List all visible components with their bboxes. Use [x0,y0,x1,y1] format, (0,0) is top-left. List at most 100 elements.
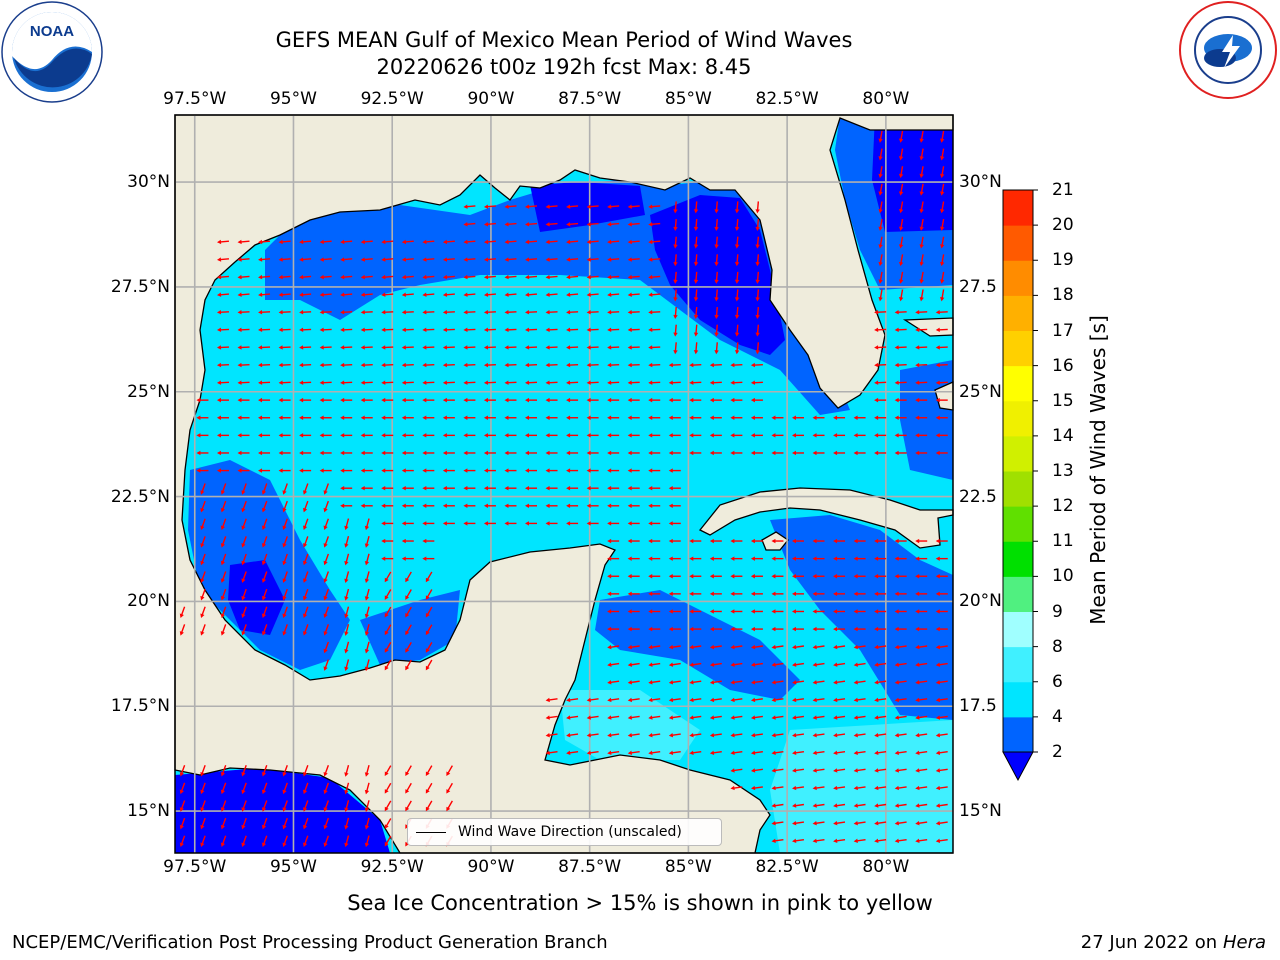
wind-wave-arrow [483,485,496,491]
lon-label-top: 90°W [467,89,515,109]
wind-wave-arrow [405,589,412,600]
wind-wave-arrow [755,201,760,214]
wind-wave-arrow [874,415,887,420]
wind-wave-arrow [915,609,928,614]
wind-wave-arrow [833,415,846,420]
wind-wave-arrow [241,606,247,619]
wind-wave-arrow [607,591,620,597]
wind-wave-arrow [220,624,227,636]
wind-wave-arrow [607,292,620,297]
wind-wave-arrow [401,239,414,245]
wind-wave-arrow [940,289,945,302]
wind-wave-arrow [401,485,414,491]
wind-wave-arrow [196,397,209,403]
wind-wave-arrow [405,571,412,583]
wind-wave-arrow [364,571,370,584]
colorbar-bin [1003,716,1033,753]
wind-wave-arrow [693,254,699,267]
wind-wave-arrow [935,821,948,826]
colorbar-bin [1003,190,1033,226]
colorbar-tick-label: 9 [1052,601,1063,622]
wind-wave-arrow [607,626,620,632]
wind-wave-arrow [241,765,247,777]
wind-wave-arrow [750,680,763,685]
wind-wave-arrow [648,626,661,632]
wind-wave-arrow [261,571,268,583]
wind-wave-arrow [709,680,722,685]
wind-wave-arrow [693,271,699,284]
wind-wave-arrow [200,800,206,812]
gridlines [175,115,953,853]
wind-wave-arrow [364,659,370,672]
wind-wave-arrow [237,345,250,350]
wind-wave-arrow [919,130,924,143]
footer-credit: NCEP/EMC/Verification Post Processing Pr… [12,932,608,953]
wind-wave-arrow [709,732,722,738]
wind-wave-arrow [940,236,945,249]
wind-wave-arrow [853,750,866,755]
wind-wave-arrow [627,715,640,720]
colorbar-bin [1003,506,1033,542]
land-masses [174,114,954,854]
wind-wave-arrow [812,697,825,703]
wind-wave-arrow [755,289,760,302]
footer-date: 27 Jun 2022 on Hera [1081,932,1266,953]
wind-wave-arrow [504,433,517,438]
wind-wave-arrow [668,715,681,720]
wind-wave-arrow [709,362,722,368]
lon-label-bottom: 80°W [862,857,910,877]
wind-wave-arrow [709,662,722,667]
wind-wave-arrow [771,626,784,632]
wind-wave-arrow [504,274,517,280]
wind-wave-arrow [792,715,805,720]
wind-wave-arrow [894,327,907,333]
wind-wave-arrow [791,415,804,420]
wind-wave-arrow [935,415,948,420]
wind-wave-arrow [771,538,784,544]
wind-wave-arrow [750,609,763,614]
wind-wave-arrow [401,345,414,350]
wind-wave-arrow [812,626,825,632]
wind-wave-arrow [894,345,907,350]
wind-wave-arrow [323,553,330,566]
wind-wave-arrow [755,324,760,337]
wind-wave-arrow [689,574,702,579]
wind-wave-arrow [812,732,825,738]
lat-label-left: 25°N [127,381,170,402]
wind-wave-arrow [216,415,229,420]
wind-wave-arrow [750,450,763,456]
wind-wave-arrow [919,148,924,161]
wind-wave-arrow [282,483,288,495]
wind-wave-arrow [607,222,620,227]
wind-wave-arrow [833,838,846,844]
wind-wave-arrow [384,624,392,636]
wind-wave-arrow [750,415,763,420]
wind-wave-arrow [483,204,496,209]
wind-wave-arrow [607,662,620,667]
wind-wave-arrow [734,307,740,320]
wind-wave-arrow [648,680,661,685]
wind-wave-arrow [730,556,743,561]
wind-wave-arrow [364,835,370,848]
wind-wave-arrow [364,641,370,654]
wind-wave-arrow [282,835,288,847]
wind-wave-arrow [463,450,476,456]
wind-wave-arrow [668,521,681,526]
wind-wave-arrow [894,803,907,808]
wind-wave-arrow [241,817,247,830]
wind-wave-arrow [673,271,678,284]
wind-wave-arrow [627,644,640,650]
wind-wave-arrow [673,307,678,320]
wind-wave-arrow [607,362,620,368]
wind-wave-arrow [200,588,206,601]
wind-wave-arrow [792,750,805,755]
wind-wave-arrow [607,274,620,280]
wind-wave-arrow [364,800,370,812]
wind-wave-arrow [673,201,678,214]
wind-wave-arrow [405,624,412,636]
wind-wave-arrow [566,697,579,703]
wind-wave-arrow [237,327,250,333]
wind-wave-arrow [734,289,740,302]
legend-label: Wind Wave Direction (unscaled) [458,824,682,840]
wind-wave-arrow [689,715,702,720]
